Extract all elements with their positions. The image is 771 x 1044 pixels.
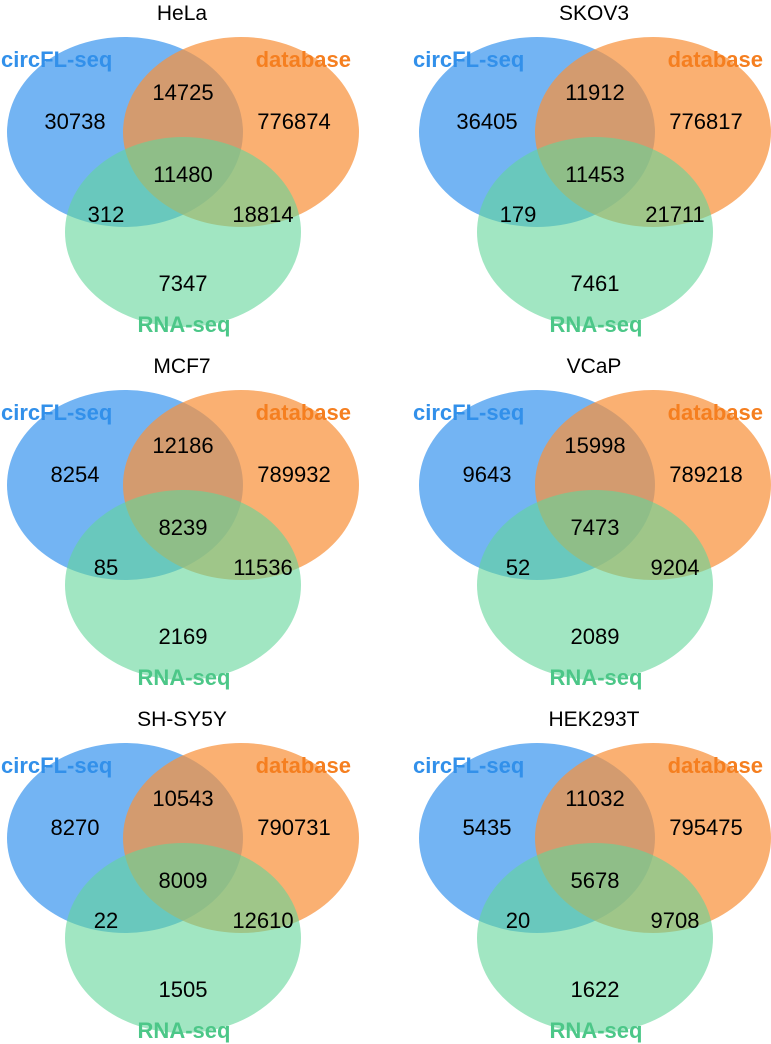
database-only-count: 776817 bbox=[669, 109, 742, 134]
circfl-database-overlap-count: 11032 bbox=[565, 786, 625, 811]
rna-seq-label: RNA-seq bbox=[550, 665, 643, 690]
rna-seq-ellipse bbox=[65, 490, 301, 680]
venn-diagram-skov3: SKOV3 circFL-seq database RNA-seq 36405 11912… bbox=[413, 2, 771, 337]
database-only-count: 790731 bbox=[257, 815, 330, 840]
all-three-overlap-count: 8239 bbox=[159, 515, 208, 540]
rna-seq-only-count: 1622 bbox=[571, 977, 620, 1002]
circfl-database-overlap-count: 10543 bbox=[152, 786, 213, 811]
circfl-seq-only-count: 8270 bbox=[51, 815, 100, 840]
circfl-seq-only-count: 9643 bbox=[463, 462, 512, 487]
all-three-overlap-count: 8009 bbox=[159, 868, 208, 893]
database-only-count: 795475 bbox=[669, 815, 742, 840]
circfl-rnaseq-overlap-count: 312 bbox=[88, 202, 125, 227]
circfl-seq-only-count: 36405 bbox=[456, 109, 517, 134]
database-label: database bbox=[668, 47, 763, 72]
rna-seq-only-count: 2169 bbox=[159, 624, 208, 649]
database-label: database bbox=[668, 753, 763, 778]
diagram-title: HEK293T bbox=[548, 708, 639, 731]
circfl-seq-label: circFL-seq bbox=[413, 47, 524, 72]
venn-diagram-hek293t: HEK293T circFL-seq database RNA-seq 5435 1103… bbox=[413, 708, 771, 1043]
rna-seq-ellipse bbox=[65, 843, 301, 1033]
database-label: database bbox=[256, 753, 351, 778]
all-three-overlap-count: 11453 bbox=[565, 162, 625, 187]
rna-seq-label: RNA-seq bbox=[138, 1018, 231, 1043]
diagram-title: VCaP bbox=[567, 355, 622, 378]
database-label: database bbox=[668, 400, 763, 425]
database-label: database bbox=[256, 47, 351, 72]
database-only-count: 789218 bbox=[669, 462, 742, 487]
diagram-title: SKOV3 bbox=[559, 2, 629, 25]
diagram-title: MCF7 bbox=[153, 355, 210, 378]
circfl-seq-label: circFL-seq bbox=[413, 753, 524, 778]
rna-seq-only-count: 1505 bbox=[159, 977, 208, 1002]
rna-seq-only-count: 7461 bbox=[571, 271, 620, 296]
rna-seq-only-count: 7347 bbox=[159, 271, 208, 296]
all-three-overlap-count: 11480 bbox=[153, 162, 213, 187]
rna-seq-label: RNA-seq bbox=[550, 1018, 643, 1043]
circfl-database-overlap-count: 12186 bbox=[152, 433, 213, 458]
database-rnaseq-overlap-count: 21711 bbox=[645, 202, 705, 227]
diagram-title: SH-SY5Y bbox=[137, 708, 227, 731]
rna-seq-ellipse bbox=[65, 137, 301, 327]
venn-diagram-sh-sy5y: SH-SY5Y circFL-seq database RNA-seq 8270 1054… bbox=[1, 708, 359, 1043]
venn-diagram-mcf7: MCF7 circFL-seq database RNA-seq 8254 12186 78… bbox=[1, 355, 359, 690]
circfl-seq-only-count: 8254 bbox=[51, 462, 100, 487]
circfl-rnaseq-overlap-count: 85 bbox=[94, 555, 118, 580]
circfl-seq-label: circFL-seq bbox=[1, 753, 112, 778]
circfl-seq-label: circFL-seq bbox=[1, 400, 112, 425]
circfl-seq-label: circFL-seq bbox=[1, 47, 112, 72]
circfl-database-overlap-count: 15998 bbox=[564, 433, 625, 458]
database-only-count: 776874 bbox=[257, 109, 330, 134]
rna-seq-label: RNA-seq bbox=[138, 312, 231, 337]
circfl-rnaseq-overlap-count: 22 bbox=[94, 908, 118, 933]
database-rnaseq-overlap-count: 18814 bbox=[232, 202, 293, 227]
rna-seq-label: RNA-seq bbox=[550, 312, 643, 337]
circfl-rnaseq-overlap-count: 52 bbox=[506, 555, 530, 580]
venn-diagram-vcap: VCaP circFL-seq database RNA-seq 9643 15998 78… bbox=[413, 355, 771, 690]
rna-seq-ellipse bbox=[477, 137, 713, 327]
database-rnaseq-overlap-count: 9708 bbox=[651, 908, 700, 933]
all-three-overlap-count: 5678 bbox=[571, 868, 620, 893]
rna-seq-ellipse bbox=[477, 843, 713, 1033]
circfl-database-overlap-count: 14725 bbox=[152, 80, 213, 105]
database-rnaseq-overlap-count: 9204 bbox=[651, 555, 700, 580]
rna-seq-label: RNA-seq bbox=[138, 665, 231, 690]
venn-diagram-hela: HeLa circFL-seq database RNA-seq 30738 14725 7… bbox=[1, 2, 359, 337]
database-label: database bbox=[256, 400, 351, 425]
all-three-overlap-count: 7473 bbox=[571, 515, 620, 540]
circfl-seq-label: circFL-seq bbox=[413, 400, 524, 425]
circfl-seq-only-count: 30738 bbox=[44, 109, 105, 134]
rna-seq-ellipse bbox=[477, 490, 713, 680]
circfl-seq-only-count: 5435 bbox=[463, 815, 512, 840]
database-only-count: 789932 bbox=[257, 462, 330, 487]
circfl-rnaseq-overlap-count: 20 bbox=[506, 908, 530, 933]
rna-seq-only-count: 2089 bbox=[571, 624, 620, 649]
database-rnaseq-overlap-count: 11536 bbox=[233, 555, 293, 580]
circfl-rnaseq-overlap-count: 179 bbox=[500, 202, 537, 227]
diagram-title: HeLa bbox=[157, 2, 208, 25]
circfl-database-overlap-count: 11912 bbox=[565, 80, 625, 105]
database-rnaseq-overlap-count: 12610 bbox=[232, 908, 293, 933]
